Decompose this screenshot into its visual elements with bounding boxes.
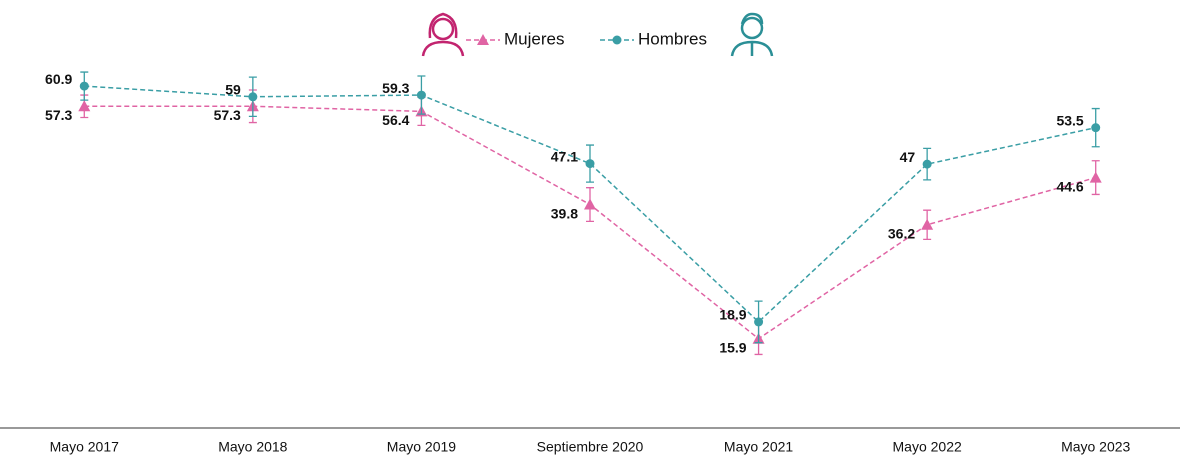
data-label: 57.3 <box>214 107 241 123</box>
marker <box>78 100 91 112</box>
x-tick-label: Mayo 2019 <box>387 439 456 455</box>
marker <box>1089 171 1102 183</box>
x-tick-label: Septiembre 2020 <box>537 439 644 455</box>
marker <box>921 218 934 230</box>
data-label: 53.5 <box>1056 112 1083 128</box>
marker <box>754 317 764 327</box>
data-label: 44.6 <box>1056 178 1083 194</box>
marker <box>248 92 258 102</box>
data-label: 60.9 <box>45 71 72 87</box>
marker <box>416 90 426 100</box>
data-label: 18.9 <box>719 307 746 323</box>
data-label: 15.9 <box>719 339 746 355</box>
marker <box>584 198 596 210</box>
series-line <box>84 105 1096 340</box>
legend-label: Mujeres <box>504 29 564 48</box>
data-label: 47 <box>900 149 916 165</box>
data-label: 56.4 <box>382 112 409 128</box>
data-label: 39.8 <box>551 205 578 221</box>
x-tick-label: Mayo 2022 <box>893 439 962 455</box>
x-tick-label: Mayo 2023 <box>1061 439 1130 455</box>
marker <box>79 81 89 91</box>
data-label: 57.3 <box>45 107 72 123</box>
marker <box>1091 123 1101 133</box>
marker <box>585 159 595 169</box>
x-tick-label: Mayo 2021 <box>724 439 793 455</box>
marker <box>612 35 622 45</box>
x-tick-label: Mayo 2017 <box>50 439 119 455</box>
data-label: 36.2 <box>888 225 915 241</box>
data-label: 59.3 <box>382 80 409 96</box>
x-tick-label: Mayo 2018 <box>218 439 287 455</box>
male-icon <box>730 12 774 57</box>
marker <box>477 34 489 45</box>
female-icon <box>421 12 465 57</box>
data-label: 59 <box>225 81 241 97</box>
data-label: 47.1 <box>551 148 578 164</box>
marker <box>922 159 932 169</box>
legend-label: Hombres <box>638 29 707 48</box>
